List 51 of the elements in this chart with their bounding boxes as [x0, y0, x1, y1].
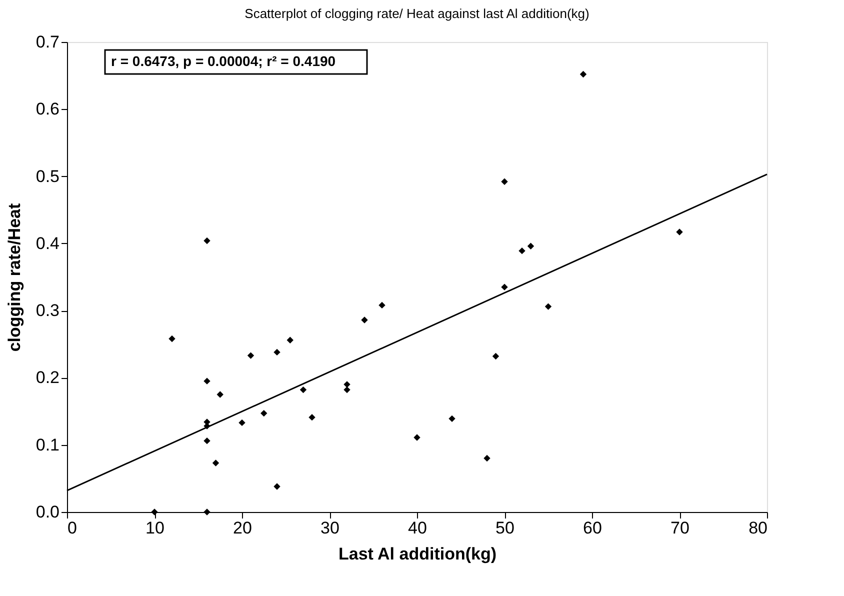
point — [286, 336, 294, 344]
point — [344, 386, 350, 394]
point — [492, 352, 500, 360]
point — [580, 70, 587, 78]
point — [484, 454, 490, 462]
y-tick-label: 0.7 — [36, 32, 60, 52]
point — [501, 178, 508, 186]
point — [204, 378, 210, 384]
x-axis-title: Last Al addition(kg) — [338, 544, 497, 564]
point — [212, 460, 220, 466]
point — [274, 483, 280, 490]
point — [204, 437, 210, 444]
y-tick-label: 0.3 — [36, 301, 60, 320]
x-tick-label: 80 — [748, 518, 768, 538]
point — [216, 391, 224, 398]
chart-title: Scatterplot of clogging rate/ Heat against last Al addition(kg) — [244, 6, 590, 21]
point — [151, 508, 158, 516]
point — [448, 415, 456, 422]
point — [544, 303, 552, 310]
x-tick-label: 20 — [233, 518, 252, 538]
x-tick-label: 10 — [146, 518, 164, 538]
point — [518, 247, 526, 254]
x-tick-label: 40 — [408, 518, 427, 538]
point — [308, 414, 316, 421]
point — [527, 242, 534, 250]
point — [378, 302, 386, 309]
point — [168, 335, 176, 342]
y-tick-label: 0.4 — [36, 234, 60, 253]
point — [247, 352, 254, 359]
y-tick-label: 0.0 — [36, 502, 60, 522]
x-tick-label: 50 — [496, 518, 514, 538]
x-tick-label: 30 — [320, 518, 340, 538]
y-tick-label: 0.2 — [36, 368, 60, 388]
point — [260, 410, 268, 417]
point — [676, 228, 683, 236]
point — [204, 237, 210, 244]
annotation: r = 0.6473, p = 0.00004; r² = 0.4190 — [111, 53, 336, 69]
x-tick-label: 70 — [670, 518, 690, 538]
x-tick-label: 0 — [68, 518, 77, 538]
point — [361, 316, 368, 324]
point — [414, 434, 420, 441]
y-tick-label: 0.5 — [36, 166, 60, 186]
point — [238, 419, 246, 426]
y-tick-label: 0.6 — [36, 100, 60, 119]
point — [300, 386, 307, 394]
x-tick-label: 60 — [583, 518, 602, 538]
point — [501, 284, 508, 290]
point — [274, 348, 280, 356]
point — [204, 508, 210, 516]
y-axis-title: clogging rate/Heat — [4, 203, 24, 352]
y-tick-label: 0.1 — [36, 435, 60, 454]
